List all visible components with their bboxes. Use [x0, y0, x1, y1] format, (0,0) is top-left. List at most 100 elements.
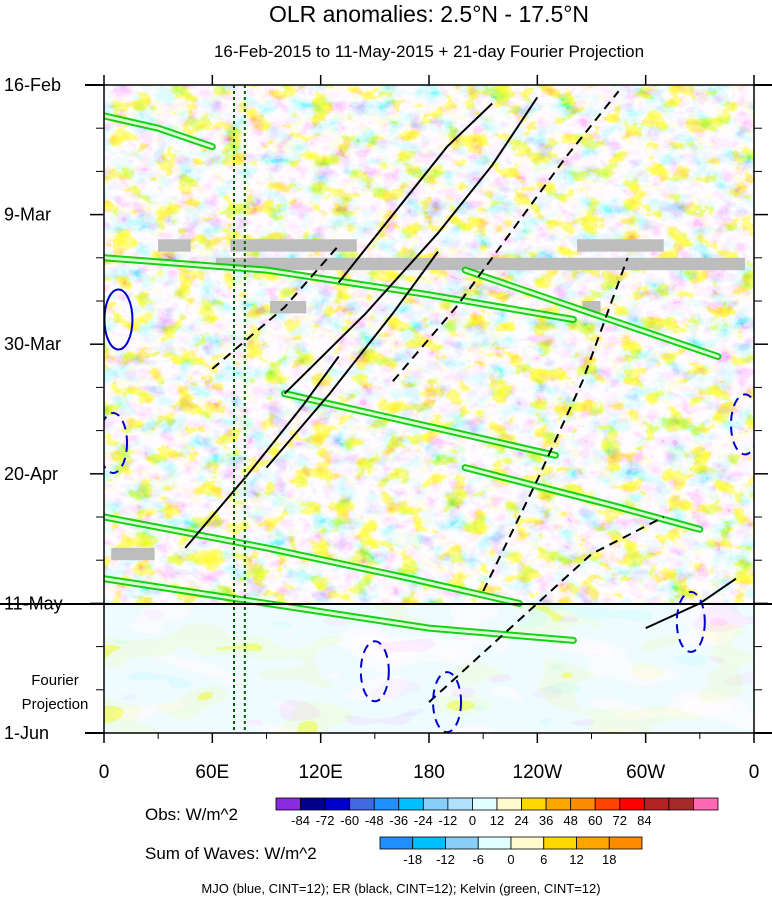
y-tick-label: 1-Jun: [4, 723, 49, 743]
colorbar-swatch: [496, 797, 522, 811]
colorbar-swatch: [477, 836, 512, 850]
er-contour-positive: [184, 355, 340, 549]
colorbar-tick-label: -60: [340, 813, 359, 828]
colorbar-swatch: [619, 797, 645, 811]
mjo-contour-negative: [359, 640, 390, 703]
x-tick-label: 60E: [195, 762, 229, 783]
er-contour-positive: [265, 251, 439, 469]
colorbar-swatch: [349, 797, 375, 811]
colorbar-tick-label: 84: [637, 813, 651, 828]
x-axis: 0 60E 120E 180 120W 60W 0: [99, 75, 760, 783]
colorbar-tick-label: -36: [389, 813, 408, 828]
projection-label-line-2: Projection: [22, 696, 89, 713]
missing-data-bar: [577, 239, 664, 252]
colorbar-swatch: [447, 797, 473, 811]
missing-data-bar: [230, 239, 357, 252]
er-contour-positive: [337, 102, 493, 284]
missing-data-bar: [111, 547, 155, 561]
missing-data-bar: [158, 239, 191, 252]
colorbar-tick-label: 12: [490, 813, 504, 828]
waves-colorbar: -18 -12 -6 0 6 12 18: [379, 836, 643, 867]
colorbar-tick-label: 6: [540, 852, 547, 867]
kelvin-contour-inner: [104, 114, 214, 149]
kelvin-contour-inner: [283, 392, 557, 457]
kelvin-contour-inner: [463, 466, 702, 531]
y-axis: 16-Feb 9-Mar 30-Mar 20-Apr 11-May 1-Jun: [4, 75, 768, 743]
x-tick-label: 180: [413, 762, 445, 783]
colorbar-tick-label: 36: [539, 813, 553, 828]
colorbar-swatch: [422, 797, 449, 811]
colorbar-swatch: [300, 797, 326, 811]
y-tick-label: 9-Mar: [4, 205, 51, 225]
colorbar-swatch: [668, 797, 694, 811]
colorbar-swatch: [373, 797, 400, 811]
colorbar-tick-label: -12: [438, 813, 457, 828]
x-tick-label: 120W: [513, 762, 563, 783]
obs-heatmap: [104, 85, 754, 604]
colorbar-swatch: [643, 797, 670, 811]
waves-colorbar-label: Sum of Waves: W/m^2: [145, 844, 317, 863]
colorbar-swatch: [398, 797, 424, 811]
mjo-contour-negative: [432, 671, 463, 733]
colorbar-swatch: [576, 836, 610, 850]
chart-title: OLR anomalies: 2.5°N - 17.5°N: [269, 1, 589, 27]
er-contour-negative: [482, 257, 629, 592]
mjo-contour-negative: [729, 393, 754, 456]
mjo-contour-negative: [675, 590, 706, 653]
er-contour-negative: [392, 90, 620, 382]
colorbar-tick-label: 60: [588, 813, 602, 828]
colorbar-tick-label: -48: [365, 813, 384, 828]
mjo-contour-negative: [104, 411, 129, 474]
colorbar-swatch: [324, 797, 351, 811]
y-tick-label: 30-Mar: [4, 334, 61, 354]
colorbar-swatch: [472, 797, 498, 811]
contour-footnote: MJO (blue, CINT=12); ER (black, CINT=12)…: [201, 881, 600, 896]
plot-area: [104, 85, 754, 733]
colorbar-tick-label: 0: [507, 852, 514, 867]
colorbar-swatch: [412, 836, 446, 850]
colorbar-swatch: [543, 836, 577, 850]
colorbar-tick-label: 0: [469, 813, 476, 828]
colorbar-swatch: [693, 797, 719, 811]
colorbar-swatch: [608, 836, 643, 850]
kelvin-contour-inner: [104, 515, 521, 605]
colorbar-tick-label: -18: [403, 852, 422, 867]
obs-colorbar-label: Obs: W/m^2: [145, 805, 238, 824]
obs-colorbar: -84 -72 -60 -48 -36 -24 -12 0 12 24 36 48 60 72 84: [275, 797, 719, 828]
colorbar-tick-label: 72: [613, 813, 627, 828]
x-tick-label: 0: [99, 762, 110, 783]
colorbar-tick-label: -84: [291, 813, 310, 828]
colorbar-swatch: [545, 797, 572, 811]
colorbar-tick-label: 48: [563, 813, 577, 828]
colorbar-tick-label: -72: [316, 813, 335, 828]
colorbar-tick-label: 24: [514, 813, 528, 828]
colorbar-swatch: [379, 836, 414, 850]
colorbar-swatch: [510, 836, 545, 850]
colorbar-swatch: [445, 836, 479, 850]
y-tick-label: 16-Feb: [4, 75, 61, 95]
missing-data-bar: [215, 257, 745, 271]
er-contour-negative: [211, 244, 340, 370]
x-tick-label: 120E: [298, 762, 342, 783]
projection-label-line-1: Fourier: [31, 672, 79, 689]
er-contour-positive: [283, 96, 539, 395]
colorbar-swatch: [594, 797, 621, 811]
x-tick-label: 0: [749, 762, 760, 783]
colorbar-tick-label: -24: [414, 813, 433, 828]
er-contour-negative: [428, 516, 665, 703]
kelvin-contour-inner: [463, 268, 720, 358]
colorbar-tick-label: -12: [436, 852, 455, 867]
colorbar-tick-label: 18: [602, 852, 616, 867]
colorbar-swatch: [570, 797, 596, 811]
colorbar-swatch: [275, 797, 301, 811]
colorbar-swatch: [521, 797, 547, 811]
kelvin-contour-inner: [104, 256, 575, 321]
y-tick-label: 20-Apr: [4, 464, 58, 484]
colorbar-tick-label: 12: [569, 852, 583, 867]
colorbar-tick-label: -6: [472, 852, 484, 867]
kelvin-contour-inner: [104, 577, 575, 642]
y-tick-label: 11-May: [4, 593, 63, 613]
chart-subtitle: 16-Feb-2015 to 11-May-2015 + 21-day Four…: [214, 42, 644, 61]
missing-data-bar: [270, 301, 307, 314]
